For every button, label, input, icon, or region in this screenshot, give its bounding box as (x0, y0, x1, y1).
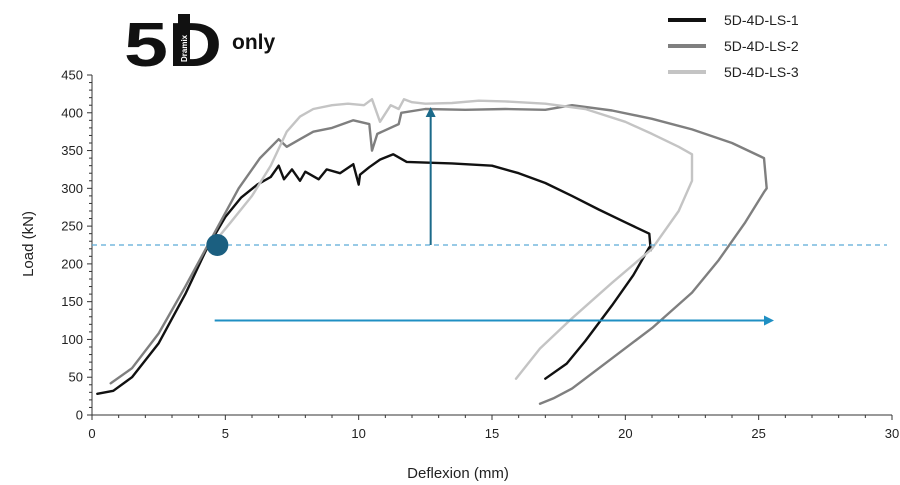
logo-brand-band (178, 14, 190, 66)
x-tick-label: 10 (351, 426, 365, 441)
y-tick-label: 50 (69, 370, 83, 385)
legend: 5D-4D-LS-1 5D-4D-LS-2 5D-4D-LS-3 (668, 12, 799, 80)
logo-tag: only (232, 31, 275, 54)
annotations (92, 107, 887, 326)
y-tick-label: 100 (61, 332, 83, 347)
y-axis-title: Load (kN) (20, 211, 37, 277)
y-tick-label: 350 (61, 143, 83, 158)
series-line-2 (109, 103, 768, 405)
series-line-1 (96, 153, 652, 395)
y-tick-label: 400 (61, 105, 83, 120)
x-tick-label: 30 (885, 426, 899, 441)
y-tick-label: 250 (61, 219, 83, 234)
x-tick-label: 15 (485, 426, 499, 441)
legend-label-1: 5D-4D-LS-1 (724, 12, 799, 28)
dramix-5d-logo: 5 D Dramix only (124, 11, 275, 80)
logo-number: 5 (124, 11, 168, 80)
y-tick-label: 0 (76, 408, 83, 423)
x-tick-label: 0 (88, 426, 95, 441)
legend-label-2: 5D-4D-LS-2 (724, 38, 799, 54)
series-layer (96, 97, 768, 405)
legend-label-3: 5D-4D-LS-3 (724, 64, 799, 80)
x-axis-title: Deflexion (mm) (407, 465, 509, 482)
logo-brand: Dramix (180, 34, 189, 62)
threshold-marker (206, 234, 229, 256)
x-tick-label: 5 (222, 426, 229, 441)
x-tick-label: 20 (618, 426, 632, 441)
y-tick-label: 300 (61, 181, 83, 196)
y-tick-label: 150 (61, 294, 83, 309)
y-tick-label: 450 (61, 68, 83, 83)
series-line-3 (210, 97, 694, 380)
x-tick-label: 25 (751, 426, 765, 441)
axes: 0 50 100 150 200 250 300 350 400 450 0 5 10 15 20 25 30 (61, 68, 899, 442)
y-tick-label: 200 (61, 256, 83, 271)
logo-letter: D (168, 11, 222, 80)
